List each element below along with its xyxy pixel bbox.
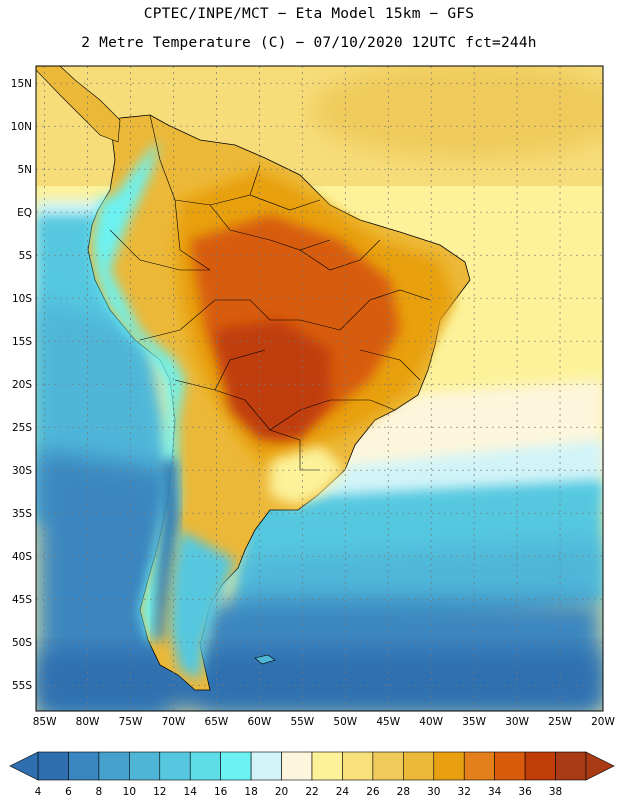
colorbar-cell bbox=[129, 751, 161, 781]
lat-label: 10N bbox=[11, 121, 32, 133]
lat-label: 20S bbox=[12, 379, 32, 391]
lon-label: 35W bbox=[462, 716, 486, 728]
map-title-line2: 2 Metre Temperature (C) − 07/10/2020 12U… bbox=[81, 35, 537, 51]
colorbar-cell bbox=[372, 751, 404, 781]
colorbar-cell bbox=[555, 751, 587, 781]
colorbar-label: 26 bbox=[366, 786, 380, 798]
colorbar: 4 6 8 10 12 14 16 18 20 22 24 26 28 30 32 34 36 38 bbox=[9, 751, 615, 798]
map-frame bbox=[35, 65, 604, 712]
colorbar-label: 34 bbox=[488, 786, 502, 798]
colorbar-label: 30 bbox=[427, 786, 440, 798]
graticule bbox=[36, 66, 604, 711]
colorbar-cell bbox=[159, 751, 191, 781]
lat-label: EQ bbox=[17, 207, 32, 219]
country-borders bbox=[109, 114, 431, 471]
colorbar-cell bbox=[98, 751, 130, 781]
colorbar-cells bbox=[37, 751, 587, 781]
colorbar-label: 38 bbox=[549, 786, 562, 798]
colorbar-cell bbox=[189, 751, 221, 781]
lat-label: 40S bbox=[12, 551, 32, 563]
lon-label: 60W bbox=[247, 716, 271, 728]
lon-label: 20W bbox=[591, 716, 615, 728]
colorbar-label: 22 bbox=[305, 786, 318, 798]
colorbar-cell bbox=[37, 751, 69, 781]
colorbar-label: 20 bbox=[275, 786, 288, 798]
lat-label: 45S bbox=[12, 594, 32, 606]
lon-label: 25W bbox=[548, 716, 572, 728]
lon-label: 65W bbox=[205, 716, 229, 728]
colorbar-label: 24 bbox=[336, 786, 350, 798]
colorbar-cell bbox=[463, 751, 495, 781]
lat-label: 15S bbox=[12, 336, 32, 348]
colorbar-label: 16 bbox=[214, 786, 228, 798]
lon-label: 40W bbox=[419, 716, 443, 728]
latitude-labels: 15N 10N 5N EQ 5S 10S 15S 20S 25S 30S 35S 40S 45S 50S 5… bbox=[11, 78, 33, 692]
colorbar-high-arrow bbox=[585, 751, 615, 781]
lon-label: 30W bbox=[505, 716, 529, 728]
colorbar-cell bbox=[250, 751, 282, 781]
colorbar-label: 12 bbox=[153, 786, 166, 798]
lon-label: 50W bbox=[333, 716, 357, 728]
lat-label: 55S bbox=[12, 680, 32, 692]
colorbar-cell bbox=[68, 751, 100, 781]
lon-label: 85W bbox=[33, 716, 57, 728]
colorbar-label: 4 bbox=[35, 786, 42, 798]
lon-label: 75W bbox=[119, 716, 143, 728]
lat-label: 10S bbox=[12, 293, 32, 305]
colorbar-labels: 4 6 8 10 12 14 16 18 20 22 24 26 28 30 32 34 36 38 bbox=[35, 786, 563, 798]
colorbar-cell bbox=[433, 751, 465, 781]
colorbar-label: 36 bbox=[518, 786, 532, 798]
colorbar-label: 18 bbox=[244, 786, 257, 798]
colorbar-label: 8 bbox=[96, 786, 103, 798]
colorbar-label: 32 bbox=[458, 786, 471, 798]
lon-label: 80W bbox=[76, 716, 100, 728]
lat-label: 5S bbox=[19, 250, 33, 262]
colorbar-cell bbox=[403, 751, 435, 781]
lat-label: 5N bbox=[17, 164, 32, 176]
lat-label: 25S bbox=[12, 422, 32, 434]
lat-label: 50S bbox=[12, 637, 32, 649]
colorbar-cell bbox=[281, 751, 313, 781]
temperature-field bbox=[36, 66, 603, 711]
lon-label: 45W bbox=[376, 716, 400, 728]
colorbar-label: 6 bbox=[65, 786, 72, 798]
colorbar-cell bbox=[220, 751, 252, 781]
longitude-labels: 85W 80W 75W 70W 65W 60W 55W 50W 45W 40W 35W 30W 25W 2… bbox=[33, 716, 616, 728]
lon-label: 55W bbox=[290, 716, 314, 728]
colorbar-label: 14 bbox=[184, 786, 198, 798]
colorbar-cell bbox=[311, 751, 343, 781]
lon-label: 70W bbox=[162, 716, 186, 728]
lat-label: 15N bbox=[11, 78, 32, 90]
colorbar-label: 28 bbox=[397, 786, 410, 798]
colorbar-low-arrow bbox=[9, 751, 39, 781]
colorbar-label: 10 bbox=[123, 786, 136, 798]
colorbar-cell bbox=[342, 751, 374, 781]
lat-label: 30S bbox=[12, 465, 32, 477]
colorbar-cell bbox=[524, 751, 556, 781]
lat-label: 35S bbox=[12, 508, 32, 520]
colorbar-cell bbox=[494, 751, 526, 781]
map-title-line1: CPTEC/INPE/MCT − Eta Model 15km − GFS bbox=[143, 6, 475, 22]
